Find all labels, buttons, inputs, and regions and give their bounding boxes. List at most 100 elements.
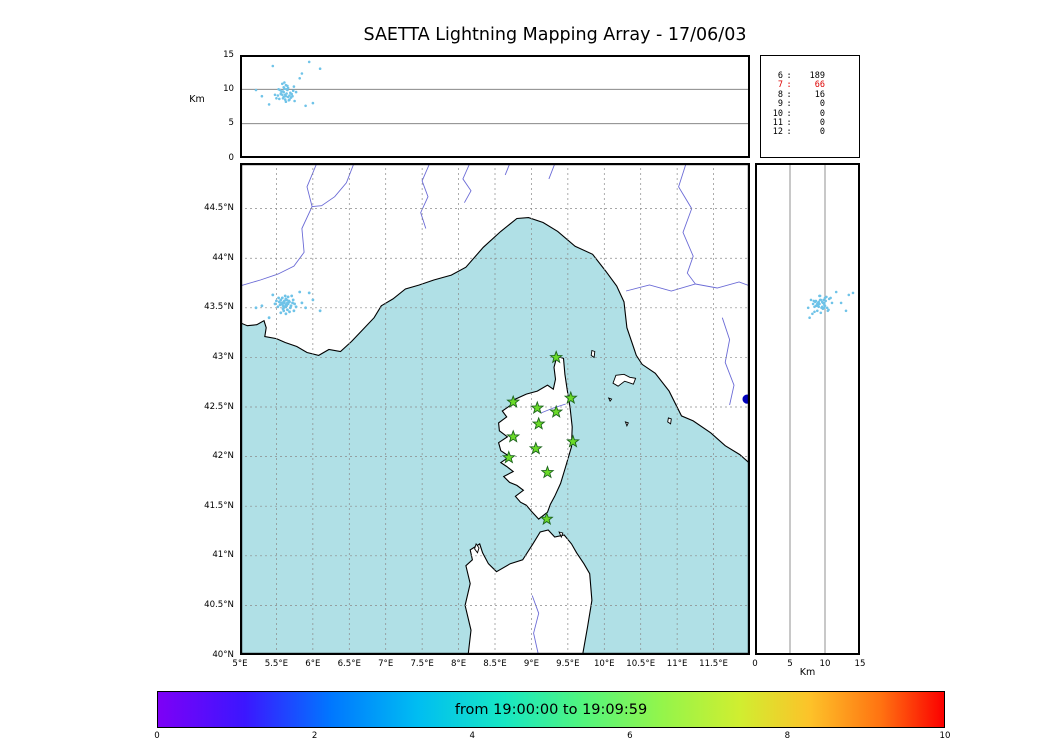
lightning-source-point [286,84,289,88]
lightning-source-point [823,296,827,300]
lightning-source-point [847,293,851,297]
lightning-source-point [818,302,821,306]
lightning-source-point [282,95,285,99]
latitude-tick-label: 41°N [212,550,234,561]
lightning-source-point [273,93,277,97]
lightning-source-point [825,306,829,310]
colorbar-tick-label: 10 [939,731,951,741]
lightning-source-point [294,90,298,94]
lightning-source-point [279,92,283,95]
lightning-source-point [813,310,816,314]
lightning-source-point [809,298,813,302]
lightning-source-point [284,100,288,103]
source-count: 189 [809,71,825,81]
latitude-tick-label: 42.5°N [204,401,234,412]
lightning-source-point [811,302,815,306]
lma-station-star [549,350,564,364]
longitude-tick-label: 10.5°E [626,659,656,669]
lma-station-star [531,416,546,430]
longitude-tick-label: 6.5°E [337,659,361,669]
altitude-tick-label-bottom: 15 [854,659,866,669]
lightning-source-point [808,316,811,319]
lightning-source-point [318,67,322,70]
lightning-source-point [283,81,286,84]
lightning-source-point [294,305,298,309]
lightning-source-point [271,64,275,68]
right-panel-background [755,163,860,655]
lightning-source-point [275,97,278,100]
station-count-panel: 6: 189 7: 66 8: 16 9: 0 10: 0 11: 0 12: 0 [760,55,860,158]
lightning-source-point [293,99,296,103]
lma-station-star [530,400,545,414]
lightning-source-point [283,299,286,303]
island-coastline [607,397,613,402]
source-count: 0 [819,118,825,129]
lightning-source-point [276,94,280,97]
lightning-source-point [291,94,294,98]
source-count: 66 [814,80,825,91]
lightning-source-point [281,90,285,93]
longitude-tick-label: 10°E [593,659,615,669]
lightning-source-point [824,299,827,303]
altitude-tick-label-bottom: 0 [752,659,758,669]
lightning-source-point [283,98,287,101]
station-number: 7 [777,80,783,91]
lightning-source-point [830,301,834,305]
altitude-tick-label-left: 0 [228,152,234,163]
river-line [504,163,511,176]
station-count-row: 11: 0 [767,118,825,129]
lightning-source-point [300,72,304,75]
lightning-source-point [254,306,258,310]
lma-station-star [528,441,543,455]
lightning-source-point [813,305,816,309]
time-colorbar: from 19:00:00 to 19:09:59 [157,691,945,728]
river-line [240,163,317,287]
altitude-tick-label-left: 5 [228,118,234,129]
river-line [312,163,355,208]
river-line [531,595,540,655]
lma-station-star [563,390,578,404]
lightning-source-point [279,298,283,302]
altitude-vs-latitude-panel [755,163,860,655]
longitude-tick-label: 7.5°E [410,659,434,669]
source-count: 16 [814,89,825,100]
lightning-source-point [816,309,819,313]
river-line [462,163,472,203]
lightning-source-point [290,92,293,96]
lightning-source-point [278,97,281,101]
lightning-source-point [300,301,304,305]
lightning-source-point [834,290,838,294]
lightning-source-point [318,309,322,313]
lightning-source-point [304,306,307,310]
river-line [678,163,696,285]
longitude-tick-label: 5.5°E [264,659,289,669]
lightning-source-point [287,299,291,303]
lightning-source-point [818,294,822,298]
map-border [240,163,750,655]
lightning-source-point [288,306,292,310]
station-count-row: 9: 0 [767,99,825,109]
lightning-source-point [276,305,280,309]
top-panel-background [240,55,750,158]
lma-station-star [506,429,521,443]
lightning-source-point [260,94,264,98]
latitude-tick-label: 40°N [212,649,234,660]
separator: : [786,89,792,100]
lightning-source-point [267,103,271,106]
station-count-rows: 6: 189 7: 66 8: 16 9: 0 10: 0 11: 0 12: 0 [767,71,825,138]
landmass-coastline [464,529,593,655]
lma-station-star [540,465,555,479]
lightning-source-point [839,301,843,305]
lightning-source-point [823,304,827,308]
river-line [625,281,750,292]
altitude-tick-label-left: 15 [223,49,234,60]
longitude-tick-label: 11.5°E [699,659,728,669]
longitude-tick-label: 7°E [378,659,394,669]
lightning-source-point [821,301,825,305]
lightning-source-point [304,104,307,108]
lightning-source-point [285,304,288,308]
lightning-source-point [286,86,290,90]
river-line [548,163,556,180]
lightning-source-point [286,302,290,306]
colorbar-tick-label: 6 [627,731,633,741]
